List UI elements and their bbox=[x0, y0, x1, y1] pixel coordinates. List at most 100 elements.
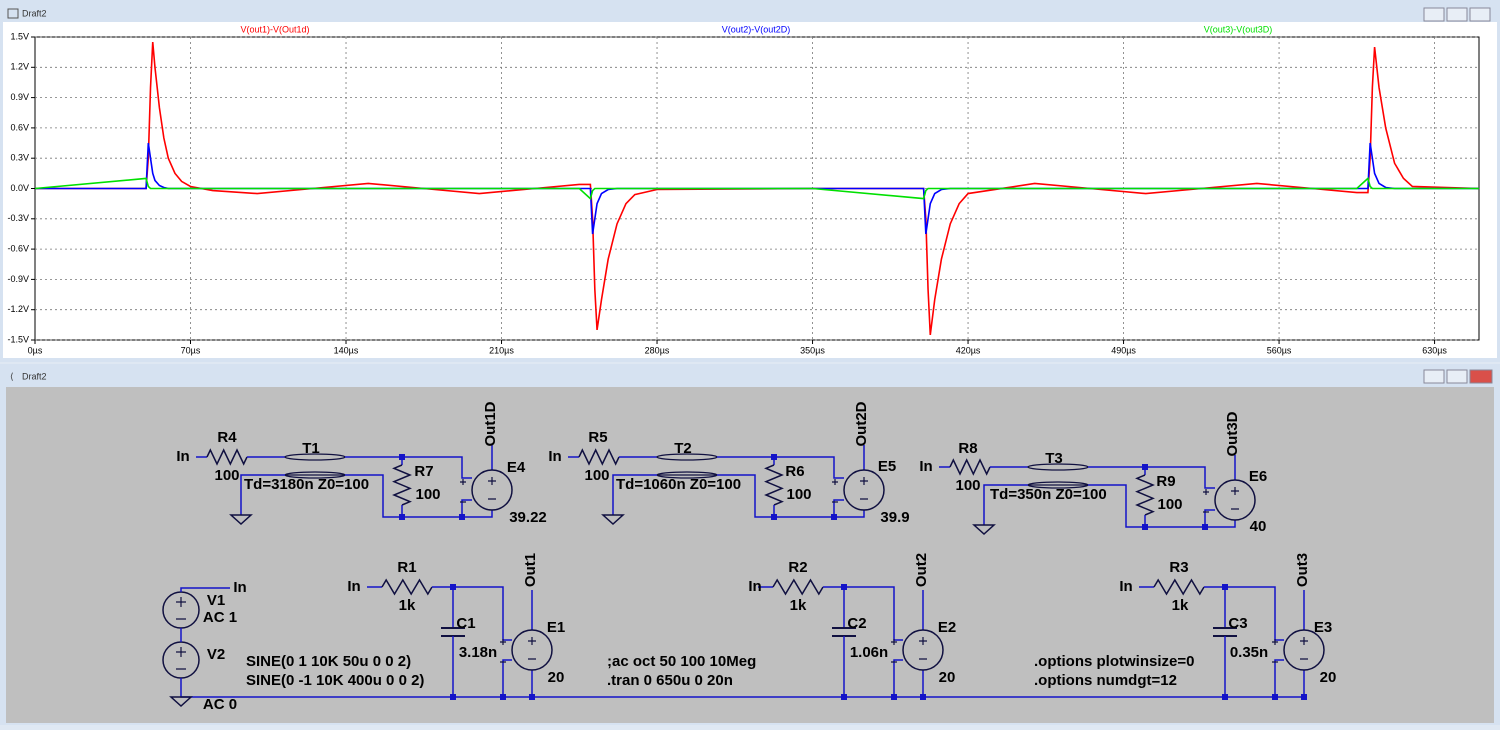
schematic-label: Out1 bbox=[522, 553, 539, 587]
junction bbox=[399, 514, 405, 520]
wire bbox=[1205, 520, 1236, 528]
traces bbox=[35, 41, 1479, 336]
dependent-source bbox=[843, 469, 885, 511]
x-tick-label: 70µs bbox=[181, 345, 201, 355]
schematic-label: E5 bbox=[878, 458, 896, 475]
y-tick-label: 0.3V bbox=[10, 153, 29, 163]
input-sign bbox=[1203, 489, 1209, 513]
close-button[interactable] bbox=[1469, 7, 1491, 22]
schematic-label: .options plotwinsize=0 bbox=[1034, 653, 1194, 670]
schematic-label: 1k bbox=[1172, 597, 1189, 614]
y-tick-label: -0.9V bbox=[7, 274, 29, 284]
source-sign bbox=[860, 477, 868, 500]
schematic-label: 100 bbox=[955, 477, 980, 494]
schematic-label: R6 bbox=[785, 463, 804, 480]
x-tick-label: 560µs bbox=[1267, 345, 1292, 355]
x-tick-label: 140µs bbox=[334, 345, 359, 355]
schematic-label: V1 bbox=[207, 592, 225, 609]
wire bbox=[717, 474, 844, 518]
close-button[interactable] bbox=[1469, 369, 1493, 384]
junction bbox=[529, 694, 535, 700]
resistor bbox=[949, 458, 991, 476]
junction bbox=[1142, 464, 1148, 470]
ground bbox=[229, 514, 253, 526]
input-sign bbox=[891, 639, 897, 663]
schematic-label: 3.18n bbox=[459, 644, 497, 661]
wire bbox=[834, 510, 865, 518]
junction bbox=[1222, 584, 1228, 590]
schematic-label: Out2 bbox=[913, 553, 930, 587]
wire bbox=[432, 586, 512, 641]
junction bbox=[450, 584, 456, 590]
junction bbox=[399, 454, 405, 460]
schematic-label: Out3 bbox=[1294, 553, 1311, 587]
schematic-label: 20 bbox=[548, 669, 565, 686]
schematic-label: C2 bbox=[847, 615, 866, 632]
schematic-label: SINE(0 1 10K 50u 0 0 2) bbox=[246, 653, 411, 670]
schematic-label: .options numdgt=12 bbox=[1034, 672, 1177, 689]
wire bbox=[180, 587, 230, 592]
schematic-label: 39.22 bbox=[509, 509, 547, 526]
wire bbox=[345, 474, 472, 518]
schematic-label: E3 bbox=[1314, 619, 1332, 636]
window-controls[interactable] bbox=[1423, 369, 1493, 384]
minimize-button[interactable] bbox=[1423, 7, 1445, 22]
window-icon bbox=[7, 8, 19, 19]
x-tick-label: 0µs bbox=[28, 345, 43, 355]
schematic-label: R7 bbox=[414, 463, 433, 480]
schematic-label: Out2D bbox=[853, 401, 870, 446]
schematic-label: 100 bbox=[415, 486, 440, 503]
window-controls[interactable] bbox=[1423, 7, 1491, 22]
schematic-label: C1 bbox=[456, 615, 475, 632]
x-tick-label: 490µs bbox=[1111, 345, 1136, 355]
schematic-label: R8 bbox=[958, 440, 977, 457]
schematic-label: T3 bbox=[1045, 450, 1063, 467]
schematic-label: E6 bbox=[1249, 468, 1267, 485]
schematic-label: 1k bbox=[399, 597, 416, 614]
y-tick-label: -0.6V bbox=[7, 243, 29, 253]
trace-label: V(out3)-V(out3D) bbox=[1204, 24, 1273, 34]
wire bbox=[893, 659, 903, 697]
resistor bbox=[772, 578, 824, 596]
y-tick-label: 1.5V bbox=[10, 31, 29, 41]
schematic-label: T2 bbox=[674, 440, 692, 457]
window-title: Draft2 bbox=[22, 371, 47, 381]
ground bbox=[972, 524, 996, 536]
junction bbox=[1301, 694, 1307, 700]
source-sign bbox=[1231, 487, 1239, 510]
minimize-button[interactable] bbox=[1423, 369, 1445, 384]
dependent-source bbox=[1283, 629, 1325, 671]
maximize-button[interactable] bbox=[1446, 369, 1468, 384]
wire bbox=[240, 474, 285, 515]
schematic-label: In bbox=[347, 578, 360, 595]
ground bbox=[169, 696, 193, 708]
x-tick-label: 210µs bbox=[489, 345, 514, 355]
dependent-source bbox=[902, 629, 944, 671]
schematic-label: T1 bbox=[302, 440, 320, 457]
schematic-label: R5 bbox=[588, 429, 607, 446]
schematic-label: In bbox=[919, 458, 932, 475]
source-sign bbox=[528, 637, 536, 660]
junction bbox=[891, 694, 897, 700]
schematic-label: In bbox=[233, 579, 246, 596]
junction bbox=[1142, 524, 1148, 530]
schematic-label: E4 bbox=[507, 459, 526, 476]
source-sign bbox=[919, 637, 927, 660]
maximize-button[interactable] bbox=[1446, 7, 1468, 22]
schematic-canvas bbox=[6, 387, 1494, 723]
schematic-label: 20 bbox=[939, 669, 956, 686]
resistor bbox=[206, 448, 248, 466]
schematic-label: In bbox=[548, 448, 561, 465]
input-sign bbox=[460, 479, 466, 503]
schematic-label: Td=3180n Z0=100 bbox=[244, 476, 369, 493]
schematic-label: .tran 0 650u 0 20n bbox=[607, 672, 733, 689]
dependent-source bbox=[511, 629, 553, 671]
schematic-label: E1 bbox=[547, 619, 565, 636]
schematic-label: R3 bbox=[1169, 559, 1188, 576]
trace-label: V(out2)-V(out2D) bbox=[722, 24, 791, 34]
wire bbox=[983, 484, 1028, 525]
junction bbox=[1202, 524, 1208, 530]
junction bbox=[450, 694, 456, 700]
schematic-label: In bbox=[176, 448, 189, 465]
